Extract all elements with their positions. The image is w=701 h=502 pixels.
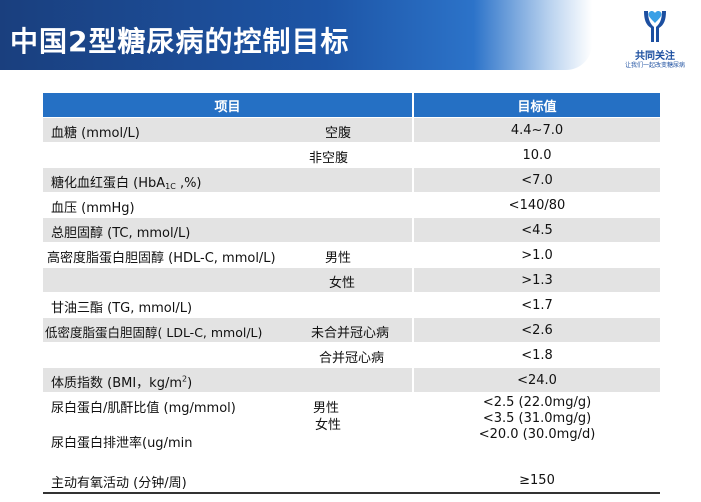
table-row: 低密度脂蛋白胆固醇( LDL-C, mmol/L) 未合并冠心病 <2.6: [43, 317, 660, 343]
row-value: >1.3: [413, 267, 660, 293]
row-value: 4.4~7.0: [413, 117, 660, 143]
table-row: 血压 (mmHg) <140/80: [43, 192, 660, 218]
row-item: 尿白蛋白/肌酐比值 (mg/mmol): [51, 401, 236, 416]
row-item: 血糖 (mmol/L): [51, 126, 140, 141]
table-row: 高密度脂蛋白胆固醇 (HDL-C, mmol/L) 男性 >1.0: [43, 242, 660, 268]
row-value: <2.6: [413, 317, 660, 343]
row-value: <4.5: [413, 217, 660, 243]
row-condition: 空腹: [325, 126, 352, 141]
control-targets-table: 项目 目标值 血糖 (mmol/L) 空腹 4.4~7.0 非空腹 10.0 糖…: [43, 93, 660, 494]
page-title: 中国2型糖尿病的控制目标: [10, 25, 350, 58]
row-value: ≥150: [413, 467, 660, 494]
row-value: <2.5 (22.0mg/g): [482, 395, 592, 410]
row-value: 10.0: [522, 147, 552, 163]
table-row: 体质指数 (BMI，kg/m2) <24.0: [43, 367, 660, 393]
row-item: 体质指数 (BMI，kg/m2): [51, 374, 193, 391]
logo: 共同关注 让我们一起改变糖尿病: [612, 8, 698, 72]
row-value-2: <3.5 (31.0mg/g): [482, 411, 592, 426]
row-condition: 男性: [325, 251, 352, 266]
table-row: 女性 >1.3: [43, 267, 660, 293]
row-value: <7.0: [413, 167, 660, 193]
table-row: 合并冠心病 <1.8: [43, 342, 660, 368]
heart-hands-icon: [644, 11, 666, 42]
title-banner: 中国2型糖尿病的控制目标: [0, 0, 592, 70]
row-value: <1.7: [521, 297, 553, 313]
row-item: 甘油三酯 (TG, mmol/L): [51, 301, 193, 316]
table-row: 总胆固醇 (TC, mmol/L) <4.5: [43, 217, 660, 243]
row-condition-2: 女性: [315, 418, 342, 433]
row-value: <24.0: [413, 367, 660, 393]
column-header-target: 目标值: [413, 93, 660, 118]
table-row: 尿白蛋白/肌酐比值 (mg/mmol) 男性 女性 尿白蛋白排泄率(ug/min…: [43, 392, 660, 468]
table-row: 甘油三酯 (TG, mmol/L) <1.7: [43, 292, 660, 318]
row-condition: 女性: [329, 276, 356, 291]
table-row: 非空腹 10.0: [43, 142, 660, 168]
row-value: <1.8: [521, 347, 553, 363]
logo-name: 共同关注: [635, 51, 675, 62]
column-header-item: 项目: [43, 93, 414, 118]
row-value: <140/80: [508, 197, 566, 213]
row-item: 主动有氧活动 (分钟/周): [51, 476, 187, 491]
row-item: 总胆固醇 (TC, mmol/L): [51, 226, 191, 241]
table-row: 糖化血红蛋白 (HbA1C ,%) <7.0: [43, 167, 660, 193]
row-condition: 非空腹: [309, 151, 349, 166]
row-value: >1.0: [521, 247, 553, 263]
row-value-3: <20.0 (30.0mg/d): [478, 427, 596, 442]
table-row: 血糖 (mmol/L) 空腹 4.4~7.0: [43, 117, 660, 143]
row-item: 低密度脂蛋白胆固醇( LDL-C, mmol/L): [45, 325, 263, 340]
logo-slogan: 让我们一起改变糖尿病: [624, 62, 685, 69]
row-item-2: 尿白蛋白排泄率(ug/min: [51, 436, 193, 451]
table-header-row: 项目 目标值: [43, 93, 660, 118]
table-row: 主动有氧活动 (分钟/周) ≥150: [43, 467, 660, 494]
row-condition: 未合并冠心病: [311, 326, 390, 341]
row-condition: 合并冠心病: [319, 351, 385, 366]
row-condition: 男性: [313, 401, 340, 416]
row-item: 糖化血红蛋白 (HbA1C ,%): [51, 176, 202, 191]
row-item: 高密度脂蛋白胆固醇 (HDL-C, mmol/L): [47, 251, 276, 266]
row-item: 血压 (mmHg): [51, 201, 135, 216]
